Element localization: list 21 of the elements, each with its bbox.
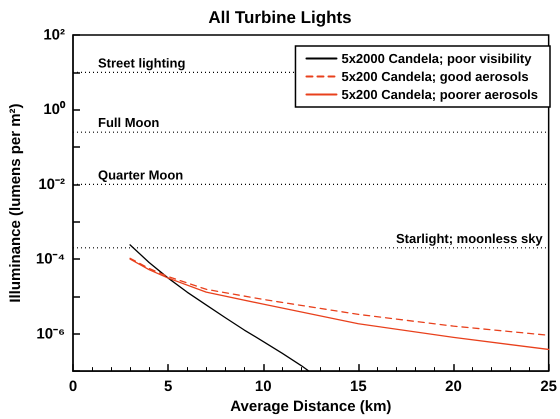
y-tick-label: 10⁰ xyxy=(43,100,66,118)
chart-title: All Turbine Lights xyxy=(208,8,352,27)
ref-line-label: Street lighting xyxy=(98,55,186,70)
x-tick-label: 0 xyxy=(68,378,78,396)
y-tick-label: 10⁻² xyxy=(38,176,65,193)
y-tick-label: 10⁻⁶ xyxy=(36,325,65,342)
x-tick-label: 5 xyxy=(164,378,172,396)
x-tick-label: 15 xyxy=(350,378,367,396)
x-axis-title: Average Distance (km) xyxy=(230,398,392,415)
legend-label: 5x200 Candela; good aerosols xyxy=(341,69,529,84)
x-tick-label: 25 xyxy=(540,378,557,396)
legend-label: 5x2000 Candela; poor visibility xyxy=(341,51,532,66)
y-tick-label: 10⁻⁴ xyxy=(36,250,65,268)
ref-line-label: Starlight; moonless sky xyxy=(396,230,544,246)
y-tick-label: 10² xyxy=(43,26,65,44)
ref-line-label: Quarter Moon xyxy=(98,167,184,182)
ref-line-label: Full Moon xyxy=(98,115,160,130)
legend-label: 5x200 Candela; poorer aerosols xyxy=(341,87,538,102)
x-tick-label: 20 xyxy=(445,378,462,396)
y-axis-title: Illuminance (lumens per m²) xyxy=(7,103,24,303)
x-tick-label: 10 xyxy=(254,378,272,396)
